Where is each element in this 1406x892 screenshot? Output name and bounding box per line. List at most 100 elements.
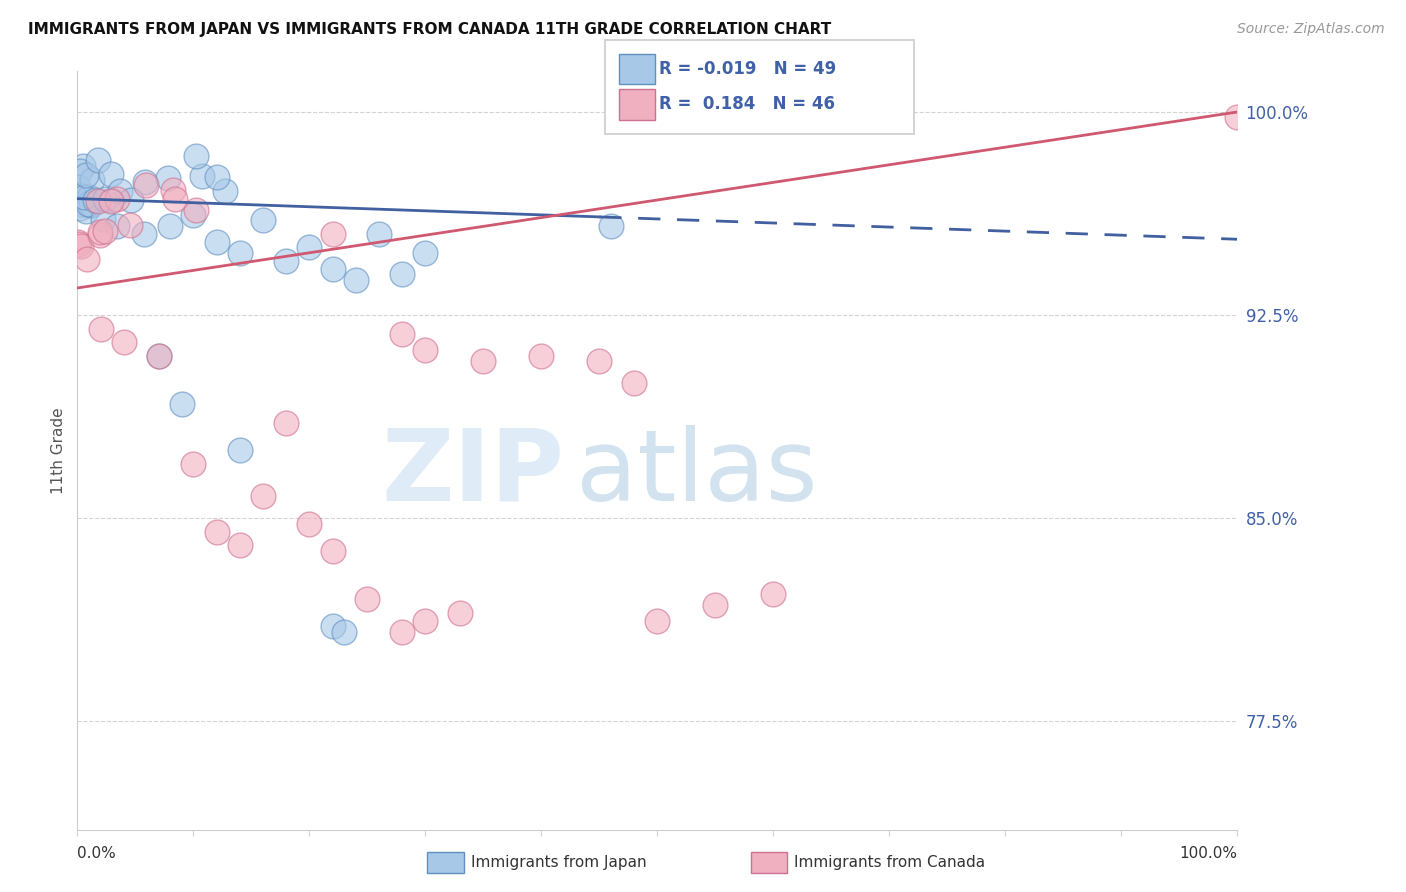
Point [159, 219, 181, 233]
Point [205, 170, 228, 185]
Point [183, 208, 205, 222]
Point [132, 227, 155, 241]
Point [333, 624, 356, 639]
Point [76, 169, 98, 183]
Point [252, 490, 274, 504]
Point [105, 219, 128, 234]
Point [89, 225, 111, 239]
Point [148, 349, 170, 363]
Point [69, 202, 91, 216]
Point [321, 619, 344, 633]
Point [298, 240, 321, 254]
Point [321, 262, 344, 277]
Point [100, 194, 122, 208]
Text: R =  0.184   N = 46: R = 0.184 N = 46 [659, 95, 835, 113]
Point [1226, 111, 1249, 125]
Point [69, 188, 91, 202]
Point [228, 245, 252, 260]
Point [87, 153, 110, 168]
Point [391, 326, 413, 341]
Point [108, 185, 131, 199]
Point [100, 167, 122, 181]
Point [120, 193, 142, 207]
Point [588, 354, 610, 368]
Point [184, 149, 207, 163]
Point [368, 227, 391, 241]
Point [183, 457, 205, 471]
Point [75, 204, 97, 219]
Point [69, 239, 91, 253]
Point [69, 164, 91, 178]
Point [66, 186, 89, 201]
Point [94, 224, 117, 238]
Text: atlas: atlas [576, 425, 818, 522]
Point [190, 169, 212, 184]
Point [184, 203, 207, 218]
Y-axis label: 11th Grade: 11th Grade [51, 407, 66, 494]
Point [70, 196, 93, 211]
Point [321, 227, 344, 241]
Point [321, 543, 344, 558]
Point [704, 598, 727, 612]
Point [162, 183, 184, 197]
Point [112, 335, 135, 350]
Point [600, 219, 623, 233]
Point [391, 624, 413, 639]
Point [73, 189, 96, 203]
Point [118, 218, 141, 232]
Point [344, 273, 367, 287]
Point [90, 321, 111, 335]
Point [228, 443, 252, 458]
Text: R = -0.019   N = 49: R = -0.019 N = 49 [659, 60, 837, 78]
Text: Source: ZipAtlas.com: Source: ZipAtlas.com [1237, 22, 1385, 37]
Point [274, 253, 298, 268]
Point [105, 192, 128, 206]
Point [623, 376, 645, 390]
Point [413, 614, 436, 628]
Point [89, 228, 111, 243]
Point [82, 173, 104, 187]
Point [274, 417, 298, 431]
Text: ZIP: ZIP [381, 425, 565, 522]
Point [67, 236, 90, 251]
Point [157, 171, 180, 186]
Point [76, 196, 98, 211]
Point [66, 235, 89, 249]
Point [228, 538, 252, 552]
Point [76, 252, 98, 266]
Point [100, 194, 122, 208]
Point [762, 587, 785, 601]
Point [647, 614, 669, 628]
Point [449, 606, 471, 620]
Point [80, 198, 103, 212]
Point [252, 213, 274, 227]
Point [205, 235, 228, 249]
Point [91, 212, 114, 227]
Text: Immigrants from Canada: Immigrants from Canada [794, 855, 986, 870]
Point [66, 180, 89, 194]
Point [205, 524, 228, 539]
Point [148, 349, 170, 363]
Point [163, 192, 186, 206]
Point [472, 354, 495, 368]
Point [84, 193, 107, 207]
Text: 0.0%: 0.0% [77, 846, 117, 861]
Point [135, 178, 157, 193]
Point [391, 268, 413, 282]
Point [134, 175, 156, 189]
Point [94, 192, 117, 206]
Point [214, 184, 236, 198]
Point [413, 343, 436, 358]
Point [530, 349, 553, 363]
Point [87, 194, 110, 208]
Point [356, 592, 378, 607]
Point [72, 159, 94, 173]
Text: IMMIGRANTS FROM JAPAN VS IMMIGRANTS FROM CANADA 11TH GRADE CORRELATION CHART: IMMIGRANTS FROM JAPAN VS IMMIGRANTS FROM… [28, 22, 831, 37]
Point [77, 190, 100, 204]
Text: Immigrants from Japan: Immigrants from Japan [471, 855, 647, 870]
Point [70, 197, 93, 211]
Point [413, 245, 436, 260]
Point [170, 397, 193, 411]
Text: 100.0%: 100.0% [1180, 846, 1237, 861]
Point [298, 516, 321, 531]
